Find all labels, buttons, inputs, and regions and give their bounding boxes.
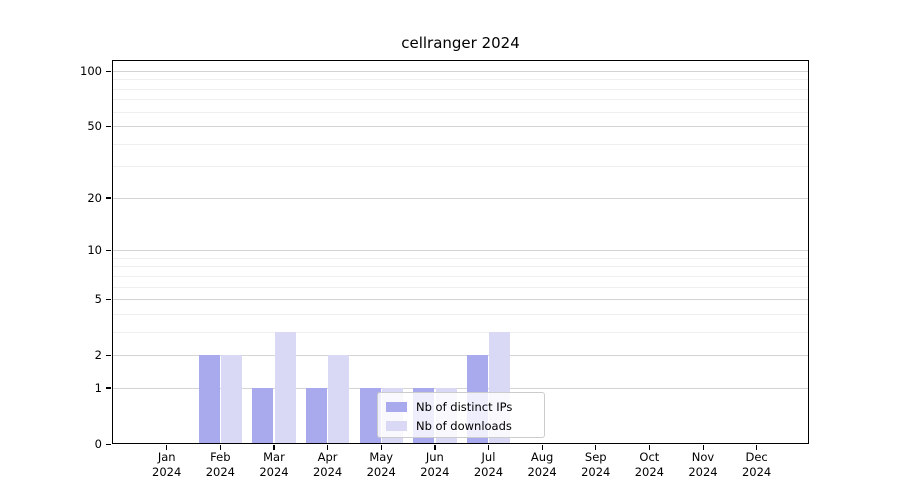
y-gridline-minor	[112, 313, 809, 315]
y-tick-label: 100	[80, 64, 102, 78]
y-gridline-minor	[112, 257, 809, 259]
bar-downloads	[328, 355, 350, 444]
y-tick-mark	[106, 354, 111, 356]
x-tick-mark	[166, 445, 168, 450]
y-tick-label: 0	[94, 437, 102, 451]
x-tick-mark	[648, 445, 651, 450]
legend-swatch-distinct-ips-icon	[386, 401, 407, 412]
x-tick-label: Sep 2024	[581, 450, 611, 479]
legend-entry-distinct-ips: Nb of distinct IPs	[386, 397, 536, 416]
y-tick-label: 50	[87, 119, 102, 134]
legend-label: Nb of distinct IPs	[416, 399, 513, 414]
y-gridline-minor	[112, 266, 809, 268]
y-gridline-minor	[112, 331, 809, 333]
y-tick-label: 2	[94, 348, 102, 363]
x-tick-label: Nov 2024	[688, 450, 718, 479]
y-tick-mark	[106, 298, 111, 300]
y-tick-mark	[106, 249, 111, 251]
x-tick-mark	[273, 445, 275, 450]
x-tick-mark	[487, 445, 490, 450]
y-tick-label: 20	[87, 190, 102, 205]
x-tick-mark	[434, 445, 436, 450]
y-gridline-major	[112, 387, 809, 389]
x-tick-label: Feb 2024	[205, 450, 235, 479]
x-tick-mark	[702, 445, 704, 450]
legend-swatch-downloads-icon	[386, 420, 407, 431]
y-gridline-minor	[112, 88, 809, 90]
chart-title: cellranger 2024	[401, 34, 520, 52]
legend: Nb of distinct IPs Nb of downloads	[377, 392, 545, 438]
y-gridline-major	[112, 355, 809, 357]
x-tick-label: Apr 2024	[312, 450, 343, 479]
bar-downloads	[221, 355, 243, 444]
x-tick-label: Jan 2024	[152, 450, 182, 479]
y-gridline-minor	[112, 79, 809, 81]
y-gridline-minor	[112, 286, 809, 288]
legend-label: Nb of downloads	[416, 418, 512, 433]
x-tick-label: May 2024	[366, 450, 396, 479]
x-tick-mark	[380, 445, 382, 450]
y-gridline-minor	[112, 111, 809, 113]
y-gridline-major	[112, 71, 809, 72]
bar-distinct-ips	[305, 387, 327, 444]
x-tick-label: Oct 2024	[634, 450, 664, 479]
y-gridline-major	[112, 250, 809, 252]
legend-entry-downloads: Nb of downloads	[386, 416, 536, 435]
y-tick-mark	[106, 197, 111, 199]
x-tick-label: Dec 2024	[741, 450, 772, 479]
x-tick-label: Jun 2024	[420, 450, 450, 479]
plot-area	[112, 60, 809, 444]
bar-distinct-ips	[198, 355, 220, 444]
y-gridline-major	[112, 197, 809, 199]
x-tick-label: Aug 2024	[527, 450, 557, 479]
bar-distinct-ips	[359, 387, 381, 444]
x-tick-label: Mar 2024	[259, 450, 289, 479]
y-tick-mark	[106, 125, 111, 127]
bar-distinct-ips	[252, 387, 274, 444]
y-tick-mark	[106, 70, 111, 72]
x-tick-mark	[541, 445, 543, 450]
x-tick-mark	[327, 445, 329, 450]
y-gridline-major	[112, 299, 809, 301]
y-gridline-major	[112, 126, 809, 128]
y-gridline-minor	[112, 99, 809, 101]
x-tick-mark	[756, 445, 758, 450]
y-tick-label: 1	[94, 380, 102, 395]
y-gridline-minor	[112, 166, 809, 168]
y-tick-label: 5	[94, 292, 102, 307]
y-gridline-minor	[112, 143, 809, 145]
x-tick-label: Jul 2024	[473, 450, 504, 479]
x-tick-mark	[219, 445, 222, 450]
y-tick-label: 10	[87, 243, 102, 258]
y-tick-mark	[106, 443, 111, 445]
y-tick-mark	[106, 387, 111, 389]
x-tick-mark	[595, 445, 597, 450]
bar-downloads	[274, 331, 296, 444]
y-gridline-minor	[112, 275, 809, 277]
